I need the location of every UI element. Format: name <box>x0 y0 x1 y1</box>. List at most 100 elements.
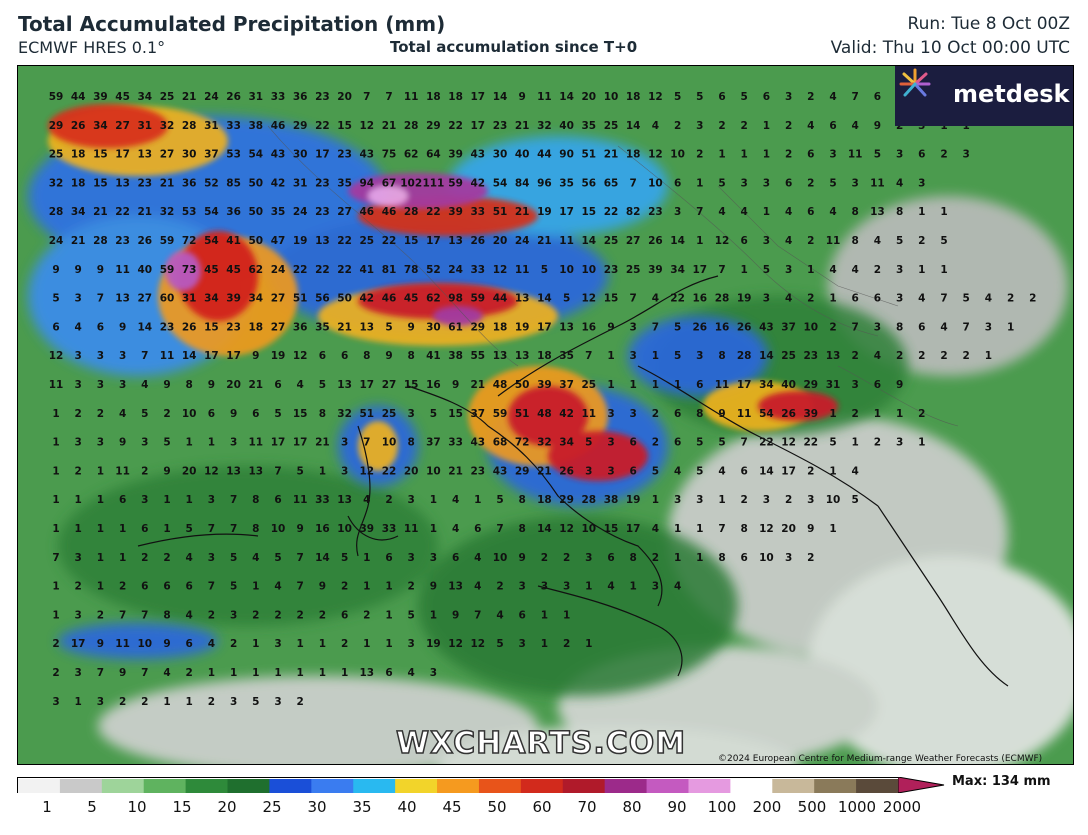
grid-value: 45 <box>404 293 419 305</box>
grid-value: 64 <box>426 149 441 161</box>
grid-value: 4 <box>785 293 792 305</box>
grid-value: 27 <box>626 235 641 247</box>
grid-value: 1 <box>385 609 392 621</box>
grid-value: 111 <box>422 177 444 189</box>
grid-value: 6 <box>741 465 748 477</box>
grid-value: 42 <box>271 177 286 189</box>
logo-text: metdesk <box>953 80 1070 108</box>
grid-value: 36 <box>182 177 197 189</box>
grid-value: 22 <box>803 437 818 449</box>
grid-value: 2 <box>785 149 792 161</box>
grid-value: 3 <box>75 437 82 449</box>
grid-value: 34 <box>559 437 574 449</box>
grid-value: 25 <box>626 264 641 276</box>
grid-value: 3 <box>785 91 792 103</box>
grid-value: 17 <box>737 379 752 391</box>
grid-value: 6 <box>52 321 59 333</box>
grid-value: 9 <box>452 609 459 621</box>
grid-value: 13 <box>337 379 352 391</box>
legend-tick: 70 <box>577 798 597 816</box>
grid-value: 23 <box>115 235 130 247</box>
grid-value: 9 <box>230 408 237 420</box>
grid-value: 18 <box>448 91 463 103</box>
grid-value: 48 <box>537 408 552 420</box>
grid-value: 1 <box>829 408 836 420</box>
grid-value: 2 <box>341 581 348 593</box>
grid-value: 9 <box>408 321 415 333</box>
grid-value: 1 <box>208 667 215 679</box>
grid-value: 24 <box>271 264 286 276</box>
grid-value: 37 <box>559 379 574 391</box>
grid-value: 18 <box>71 149 86 161</box>
grid-value: 6 <box>341 609 348 621</box>
grid-value: 6 <box>741 235 748 247</box>
grid-value: 19 <box>426 638 441 650</box>
grid-value: 25 <box>781 350 796 362</box>
grid-value: 32 <box>537 437 552 449</box>
grid-value: 6 <box>474 523 481 535</box>
grid-value: 1 <box>252 638 259 650</box>
grid-value: 3 <box>230 696 237 708</box>
legend-colorbar <box>17 777 899 793</box>
grid-value: 4 <box>186 609 193 621</box>
colorbar-segment <box>562 779 606 793</box>
grid-value: 29 <box>470 321 485 333</box>
grid-value: 4 <box>852 465 859 477</box>
grid-value: 3 <box>208 552 215 564</box>
grid-value: 11 <box>248 437 263 449</box>
grid-value: 3 <box>674 206 681 218</box>
grid-value: 4 <box>829 91 836 103</box>
grid-value: 17 <box>692 264 707 276</box>
grid-value: 9 <box>519 552 526 564</box>
grid-value: 23 <box>160 321 175 333</box>
grid-value: 18 <box>626 91 641 103</box>
grid-value: 33 <box>382 523 397 535</box>
grid-value: 20 <box>337 91 352 103</box>
grid-value: 3 <box>896 149 903 161</box>
grid-value: 39 <box>448 206 463 218</box>
grid-value: 3 <box>75 293 82 305</box>
grid-value: 27 <box>137 293 152 305</box>
grid-value: 6 <box>163 581 170 593</box>
grid-value: 4 <box>496 609 503 621</box>
grid-value: 4 <box>829 206 836 218</box>
grid-value: 5 <box>829 177 836 189</box>
grid-value: 1 <box>163 494 170 506</box>
grid-value: 4 <box>474 581 481 593</box>
grid-value: 53 <box>182 206 197 218</box>
grid-value: 8 <box>696 408 703 420</box>
grid-value: 59 <box>493 408 508 420</box>
grid-value: 34 <box>204 293 219 305</box>
grid-value: 1 <box>852 437 859 449</box>
grid-value: 26 <box>559 465 574 477</box>
grid-value: 2 <box>252 609 259 621</box>
grid-value: 32 <box>337 408 352 420</box>
colorbar-arrow-icon <box>898 777 945 793</box>
grid-value: 5 <box>852 494 859 506</box>
grid-value: 4 <box>297 379 304 391</box>
grid-value: 11 <box>715 379 730 391</box>
grid-value: 25 <box>160 91 175 103</box>
grid-value: 12 <box>715 235 730 247</box>
grid-value: 3 <box>607 437 614 449</box>
grid-value: 5 <box>829 437 836 449</box>
grid-value: 3 <box>763 177 770 189</box>
grid-value: 15 <box>448 408 463 420</box>
grid-value: 15 <box>581 206 596 218</box>
grid-value: 27 <box>271 321 286 333</box>
grid-value: 29 <box>426 120 441 132</box>
grid-value: 2 <box>829 321 836 333</box>
grid-value: 75 <box>382 149 397 161</box>
grid-value: 7 <box>119 609 126 621</box>
grid-value: 10 <box>604 91 619 103</box>
grid-value: 1 <box>163 523 170 535</box>
grid-value: 48 <box>493 379 508 391</box>
grid-value: 1 <box>763 206 770 218</box>
grid-value: 3 <box>985 321 992 333</box>
precipitation-map[interactable]: 59 44 39 45 34 25 21 24 26 31 33 36 23 20 7 7 11 18 18 17 14… <box>17 65 1074 765</box>
grid-value: 1 <box>75 696 82 708</box>
grid-value: 6 <box>186 581 193 593</box>
colorbar-segment <box>772 779 815 793</box>
grid-value: 7 <box>141 609 148 621</box>
grid-value: 32 <box>49 177 64 189</box>
